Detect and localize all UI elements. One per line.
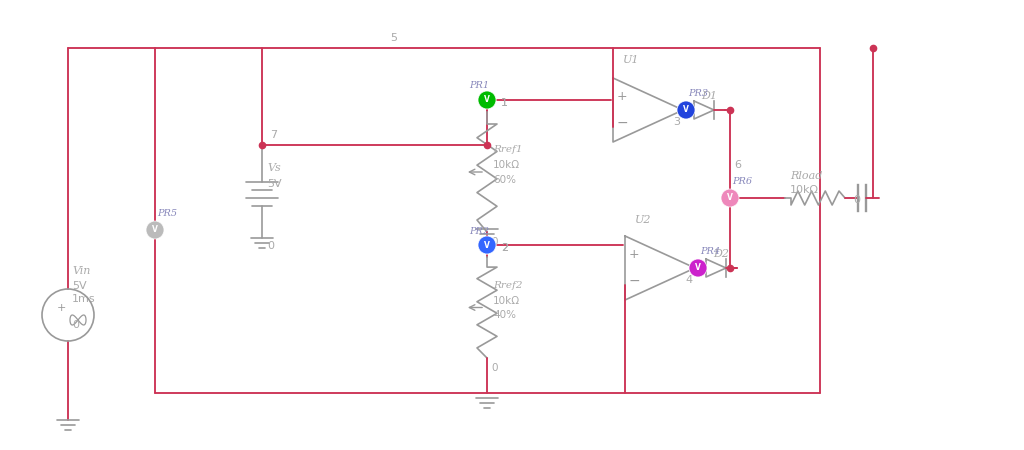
Text: 0: 0: [72, 320, 79, 330]
Text: V: V: [695, 264, 701, 273]
Text: Rref2: Rref2: [493, 281, 522, 290]
Text: 7: 7: [270, 130, 278, 140]
Text: 60%: 60%: [493, 175, 516, 185]
Text: V: V: [484, 95, 489, 104]
Text: PR5: PR5: [157, 210, 177, 219]
Text: D2: D2: [713, 249, 729, 259]
Text: PR1: PR1: [469, 81, 489, 90]
Text: 10kΩ: 10kΩ: [493, 296, 520, 306]
Text: V: V: [727, 194, 733, 202]
Text: −: −: [616, 116, 628, 130]
Circle shape: [721, 189, 739, 207]
Circle shape: [677, 101, 695, 119]
Text: +: +: [56, 303, 66, 313]
Text: 1ms: 1ms: [72, 294, 95, 304]
Text: 0: 0: [490, 237, 498, 247]
Text: 1: 1: [501, 98, 508, 108]
Text: 5V: 5V: [72, 281, 87, 291]
Text: 0: 0: [490, 363, 498, 373]
Circle shape: [689, 259, 707, 277]
Text: PR3: PR3: [688, 90, 709, 99]
Text: 5: 5: [390, 33, 397, 43]
Text: +: +: [616, 90, 628, 104]
Circle shape: [146, 221, 164, 239]
Text: 5V: 5V: [267, 179, 282, 189]
Text: PR2: PR2: [469, 226, 489, 235]
Text: 4: 4: [685, 275, 692, 285]
Text: V: V: [484, 240, 489, 249]
Text: Rref1: Rref1: [493, 145, 522, 154]
Text: V: V: [683, 105, 689, 114]
Text: 0: 0: [267, 241, 274, 251]
Text: V: V: [152, 225, 158, 234]
Text: 3: 3: [673, 117, 680, 127]
Text: 0: 0: [853, 195, 860, 205]
Text: 2: 2: [501, 243, 508, 253]
Text: Rload: Rload: [790, 171, 822, 181]
Text: 10kΩ: 10kΩ: [493, 160, 520, 170]
Text: PR4: PR4: [700, 248, 720, 256]
Text: 1: 1: [501, 98, 508, 108]
Text: −: −: [628, 274, 640, 288]
Text: 10kΩ: 10kΩ: [790, 185, 819, 195]
Circle shape: [478, 236, 496, 254]
Text: 40%: 40%: [493, 310, 516, 320]
Text: 2: 2: [501, 243, 508, 253]
Text: Vs: Vs: [267, 163, 281, 173]
Text: +: +: [629, 248, 639, 261]
Text: D1: D1: [701, 91, 717, 101]
Text: U1: U1: [623, 55, 640, 65]
Circle shape: [478, 91, 496, 109]
Text: PR6: PR6: [732, 177, 752, 186]
Text: Vin: Vin: [72, 266, 90, 276]
Text: U2: U2: [635, 215, 651, 225]
Text: 6: 6: [734, 160, 741, 170]
